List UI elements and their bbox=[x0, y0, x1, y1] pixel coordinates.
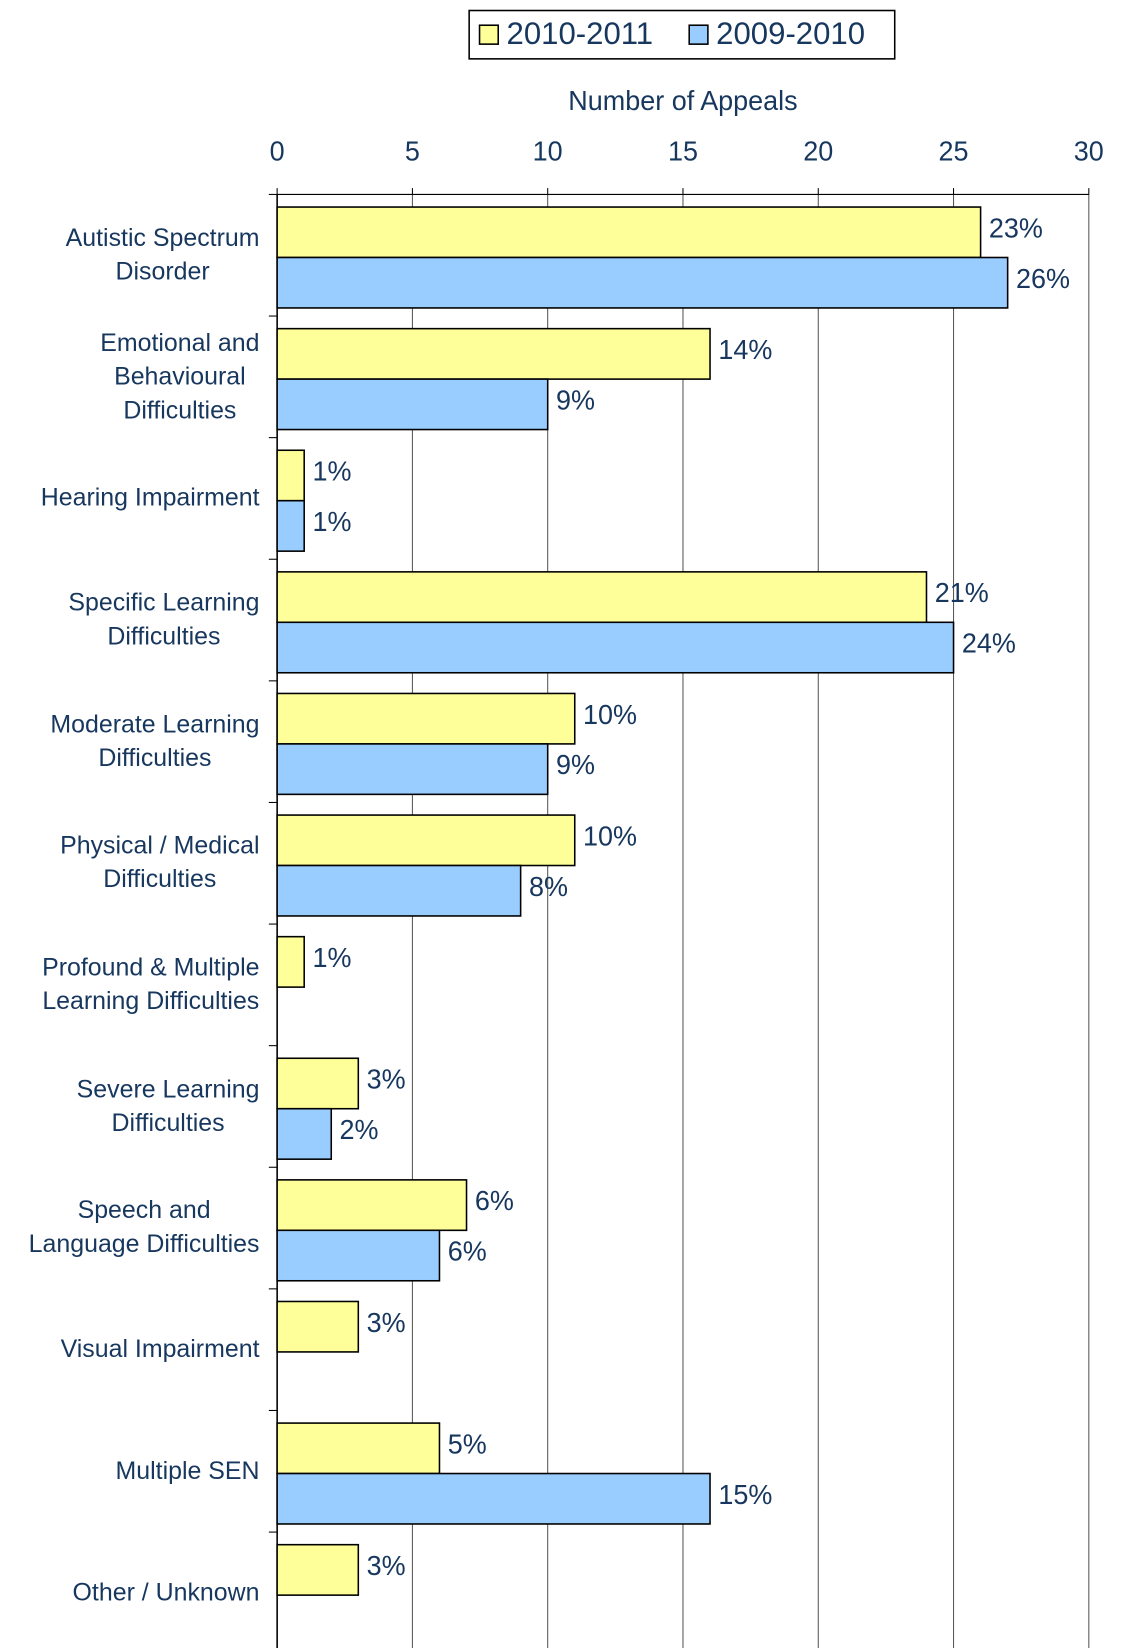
category-label-box: Speech and Language Difficulties bbox=[0, 1167, 260, 1289]
legend-swatch bbox=[478, 24, 500, 45]
category-label-wrap: Visual Impairment bbox=[0, 1289, 260, 1411]
category-label-box: Multiple SEN bbox=[0, 1410, 260, 1532]
data-label: 10% bbox=[583, 820, 637, 851]
y-tick-label: Severe Learning Difficulties bbox=[76, 1074, 260, 1137]
y-tick-label: Hearing Impairment bbox=[40, 483, 260, 513]
category-label-box: Severe Learning Difficulties bbox=[0, 1046, 260, 1168]
x-tick-label: 20 bbox=[803, 136, 833, 167]
bar bbox=[276, 621, 955, 674]
bar bbox=[276, 743, 549, 796]
bar bbox=[276, 864, 522, 917]
data-label: 21% bbox=[935, 577, 989, 608]
bar bbox=[276, 499, 305, 552]
x-tick-label: 0 bbox=[270, 136, 285, 167]
data-label: 14% bbox=[718, 334, 772, 365]
category-label-wrap: Other / Unknown bbox=[0, 1532, 260, 1648]
category-label-box: Profound & Multiple Learning Difficultie… bbox=[0, 924, 259, 1046]
legend-label: 2009-2010 bbox=[716, 16, 865, 51]
legend-swatch bbox=[688, 24, 709, 45]
bar bbox=[276, 1422, 441, 1475]
x-tick-label: 25 bbox=[939, 136, 969, 167]
bar bbox=[276, 327, 711, 380]
bar bbox=[276, 814, 576, 867]
y-tick-label: Other / Unknown bbox=[72, 1578, 260, 1607]
bar bbox=[276, 1229, 441, 1282]
x-tick-label: 30 bbox=[1074, 136, 1104, 167]
category-label-box: Hearing Impairment bbox=[0, 438, 260, 560]
bar bbox=[276, 378, 549, 431]
data-label: 9% bbox=[556, 384, 595, 415]
y-tick-label: Profound & Multiple Learning Difficultie… bbox=[42, 953, 260, 1016]
bar bbox=[276, 1057, 360, 1110]
bar bbox=[276, 256, 1009, 309]
y-tick-label: Visual Impairment bbox=[60, 1334, 260, 1364]
category-label-wrap: Moderate Learning Difficulties bbox=[0, 681, 259, 803]
y-tick-label: Moderate Learning Difficulties bbox=[50, 710, 260, 773]
data-label: 3% bbox=[367, 1307, 406, 1338]
data-label: 15% bbox=[718, 1479, 772, 1510]
bar bbox=[276, 1107, 333, 1160]
data-label: 1% bbox=[312, 506, 351, 537]
category-label-wrap: Specific Learning Difficulties bbox=[0, 559, 259, 681]
bar bbox=[276, 1472, 711, 1525]
data-label: 5% bbox=[448, 1428, 487, 1459]
category-label-wrap: Speech and Language Difficulties bbox=[0, 1167, 260, 1289]
x-tick-label: 15 bbox=[668, 136, 698, 167]
x-tick-label: 5 bbox=[405, 136, 420, 167]
bar bbox=[276, 1300, 360, 1353]
category-label-box: Autistic Spectrum Disorder bbox=[0, 194, 260, 316]
data-label: 1% bbox=[312, 455, 351, 486]
bar bbox=[276, 571, 928, 624]
legend-box bbox=[468, 9, 896, 60]
category-label-box: Emotional and Behavioural Difficulties bbox=[0, 316, 259, 438]
category-label-wrap: Emotional and Behavioural Difficulties bbox=[0, 316, 259, 438]
y-tick-label: Multiple SEN bbox=[115, 1456, 260, 1485]
category-label-box: Physical / Medical Difficulties bbox=[0, 802, 259, 924]
data-label: 26% bbox=[1016, 263, 1070, 294]
bar bbox=[276, 1179, 468, 1232]
data-label: 2% bbox=[340, 1114, 379, 1145]
y-tick-label: Emotional and Behavioural Difficulties bbox=[100, 328, 260, 425]
y-tick-label: Physical / Medical Difficulties bbox=[60, 831, 260, 894]
category-label-wrap: Hearing Impairment bbox=[0, 438, 260, 560]
data-label: 24% bbox=[962, 627, 1016, 658]
bar bbox=[276, 449, 305, 502]
bar bbox=[276, 692, 576, 745]
y-tick-label: Speech and Language Difficulties bbox=[28, 1196, 260, 1259]
data-label: 10% bbox=[583, 699, 637, 730]
data-label: 3% bbox=[367, 1063, 406, 1094]
legend-label: 2010-2011 bbox=[507, 16, 654, 51]
category-label-box: Visual Impairment bbox=[0, 1289, 260, 1411]
data-label: 9% bbox=[556, 749, 595, 780]
category-label-wrap: Severe Learning Difficulties bbox=[0, 1046, 260, 1168]
category-label-box: Other / Unknown bbox=[0, 1532, 260, 1648]
category-label-wrap: Multiple SEN bbox=[0, 1410, 260, 1532]
category-label-wrap: Profound & Multiple Learning Difficultie… bbox=[0, 924, 259, 1046]
bar bbox=[276, 935, 305, 988]
y-tick-label: Specific Learning Difficulties bbox=[68, 588, 260, 651]
data-label: 8% bbox=[529, 871, 568, 902]
category-label-box: Specific Learning Difficulties bbox=[0, 559, 259, 681]
category-label-box: Moderate Learning Difficulties bbox=[0, 681, 259, 803]
x-axis-title: Number of Appeals bbox=[568, 85, 797, 116]
category-label-wrap: Physical / Medical Difficulties bbox=[0, 802, 259, 924]
data-label: 6% bbox=[448, 1236, 487, 1267]
bar bbox=[276, 206, 982, 259]
x-tick-label: 10 bbox=[533, 136, 563, 167]
y-tick-label: Autistic Spectrum Disorder bbox=[65, 223, 260, 286]
category-label-wrap: Autistic Spectrum Disorder bbox=[0, 194, 260, 316]
data-label: 6% bbox=[475, 1185, 514, 1216]
bar bbox=[276, 1543, 360, 1596]
data-label: 3% bbox=[367, 1550, 406, 1581]
data-label: 23% bbox=[989, 212, 1043, 243]
data-label: 1% bbox=[312, 942, 351, 973]
